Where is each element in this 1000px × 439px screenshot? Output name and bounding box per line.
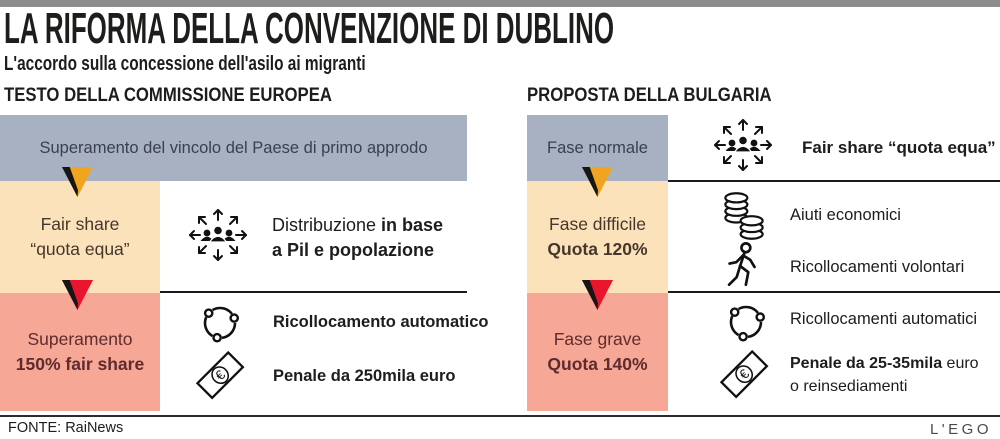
left-phase2-item1-text: Distribuzione in base a Pil e popolazion…	[272, 213, 443, 263]
distribution-text-regular: Distribuzione	[272, 215, 382, 235]
right-phase1-block: Fase normale	[527, 115, 668, 181]
relocation-cycle-icon	[203, 306, 240, 343]
distribution-icon	[189, 209, 247, 261]
relocation-cycle-icon	[729, 305, 766, 342]
column-heading-bulgaria: PROPOSTA DELLA BULGARIA	[527, 85, 772, 106]
distribution-text-bold-line1: in base	[381, 215, 444, 235]
left-phase2-label-line2: “quota equa”	[30, 239, 130, 259]
right-phase3-label-line2: Quota 140%	[547, 354, 648, 374]
right-separator-2	[668, 291, 1000, 293]
penalty-text-regular: euro	[942, 355, 979, 372]
right-phase2-block: Fase difficile Quota 120%	[527, 181, 668, 293]
penalty-text-line2: o reinsediamenti	[790, 378, 908, 395]
euro-banknote-icon: €	[195, 350, 245, 400]
flow-arrow-orange-icon	[581, 166, 614, 198]
flow-arrow-red-icon	[61, 279, 94, 311]
right-phase3-item2-text: Penale da 25-35mila euro o reinsediament…	[790, 352, 979, 398]
left-phase3-label-line2: 150% fair share	[15, 354, 145, 374]
left-separator	[160, 291, 467, 293]
right-phase3-block: Fase grave Quota 140%	[527, 293, 668, 411]
right-phase2-label-line2: Quota 120%	[547, 239, 648, 259]
distribution-icon	[714, 119, 772, 171]
right-phase1-label: Fase normale	[547, 139, 648, 157]
column-heading-commission: TESTO DELLA COMMISSIONE EUROPEA	[4, 85, 332, 106]
right-phase2-label-line1: Fase difficile	[549, 214, 646, 234]
right-phase1-item1-text: Fair share “quota equa”	[802, 138, 996, 157]
left-phase3-label-line1: Superamento	[27, 329, 133, 349]
left-phase3-item2-text: Penale da 250mila euro	[273, 367, 456, 385]
euro-banknote-icon: €	[719, 349, 769, 399]
left-phase2-block: Fair share “quota equa”	[0, 181, 160, 293]
flow-arrow-orange-icon	[61, 166, 94, 198]
right-phase3-item1-text: Ricollocamenti automatici	[790, 310, 978, 328]
walking-person-icon	[727, 242, 756, 287]
right-phase2-item2-text: Ricollocamenti volontari	[790, 258, 965, 276]
left-phase3-item1-text: Ricollocamento automatico	[273, 313, 489, 331]
flow-arrow-red-icon	[581, 279, 614, 311]
right-phase2-item1-text: Aiuti economici	[790, 206, 901, 224]
footer-divider	[0, 415, 1000, 417]
distribution-text-bold-line2: a Pil e popolazione	[272, 240, 435, 260]
left-phase1-label: Superamento del vincolo del Paese di pri…	[39, 139, 428, 157]
right-phase3-label-line1: Fase grave	[553, 329, 642, 349]
lego-logo: L'EGO	[929, 421, 992, 438]
left-phase2-label-line1: Fair share	[40, 214, 120, 234]
coins-icon	[724, 192, 764, 240]
page-title: LA RIFORMA DELLA CONVENZIONE DI DUBLINO	[4, 4, 615, 53]
penalty-text-bold: Penale da 25-35mila	[790, 355, 943, 372]
left-phase3-block: Superamento 150% fair share	[0, 293, 160, 411]
right-separator-1	[668, 180, 1000, 182]
source-credit: FONTE: RaiNews	[8, 420, 124, 436]
top-bar	[0, 0, 1000, 7]
page-subtitle: L'accordo sulla concessione dell'asilo a…	[4, 53, 366, 75]
